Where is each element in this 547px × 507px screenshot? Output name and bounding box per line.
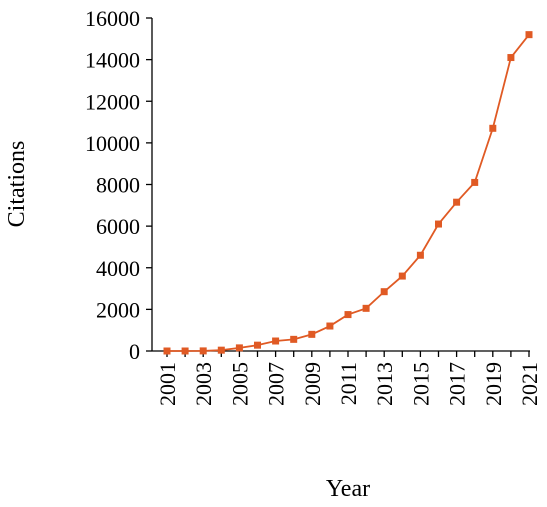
data-point-marker xyxy=(181,347,189,355)
x-tick-label: 2015 xyxy=(408,362,433,406)
x-tick-label: 2007 xyxy=(264,362,289,406)
x-tick-label: 2021 xyxy=(517,362,542,406)
data-point-marker xyxy=(362,304,370,312)
data-point-marker xyxy=(326,322,334,330)
data-point-marker xyxy=(416,251,424,259)
x-tick-label: 2013 xyxy=(372,362,397,406)
data-point-marker xyxy=(344,311,352,319)
x-tick-label: 2011 xyxy=(336,362,361,405)
y-tick-label: 12000 xyxy=(85,89,140,114)
y-tick-label: 16000 xyxy=(85,6,140,31)
data-point-marker xyxy=(380,288,388,296)
data-point-marker xyxy=(453,198,461,206)
data-point-marker xyxy=(290,335,298,343)
data-point-marker xyxy=(398,272,406,280)
y-tick-label: 10000 xyxy=(85,131,140,156)
data-point-marker xyxy=(217,346,225,354)
y-tick-label: 8000 xyxy=(96,173,140,198)
y-axis-title: Citations xyxy=(4,141,30,228)
data-point-marker xyxy=(471,178,479,186)
y-tick-label: 14000 xyxy=(85,48,140,73)
data-point-marker xyxy=(254,341,261,349)
y-tick-label: 2000 xyxy=(96,297,140,322)
series-group xyxy=(163,31,533,355)
data-point-marker xyxy=(199,347,207,355)
y-tick-label: 6000 xyxy=(96,214,140,239)
x-tick-label: 2001 xyxy=(155,362,180,406)
y-tick-label: 4000 xyxy=(96,256,140,281)
y-tick-label: 0 xyxy=(129,339,140,364)
series-line xyxy=(167,34,530,352)
x-tick-label: 2005 xyxy=(227,362,252,406)
x-axis-title: Year xyxy=(326,476,370,502)
data-point-marker xyxy=(308,330,316,338)
data-point-marker xyxy=(235,344,243,352)
data-point-marker xyxy=(525,31,533,39)
data-point-marker xyxy=(435,220,442,228)
x-tick-group: 2001 2003 2005 2007 2009 2011 2013 2015 2017 2019… xyxy=(155,351,542,406)
x-tick-label: 2017 xyxy=(445,362,470,406)
y-tick-group: 0 2000 4000 6000 8000 10000 12000 14000 16000 xyxy=(85,6,152,364)
x-tick-label: 2003 xyxy=(191,362,216,406)
data-point-marker xyxy=(163,347,171,355)
data-point-marker xyxy=(272,337,280,345)
x-tick-label: 2019 xyxy=(481,362,506,406)
data-point-marker xyxy=(507,54,515,62)
data-point-marker xyxy=(489,124,497,132)
x-tick-label: 2009 xyxy=(300,362,325,406)
